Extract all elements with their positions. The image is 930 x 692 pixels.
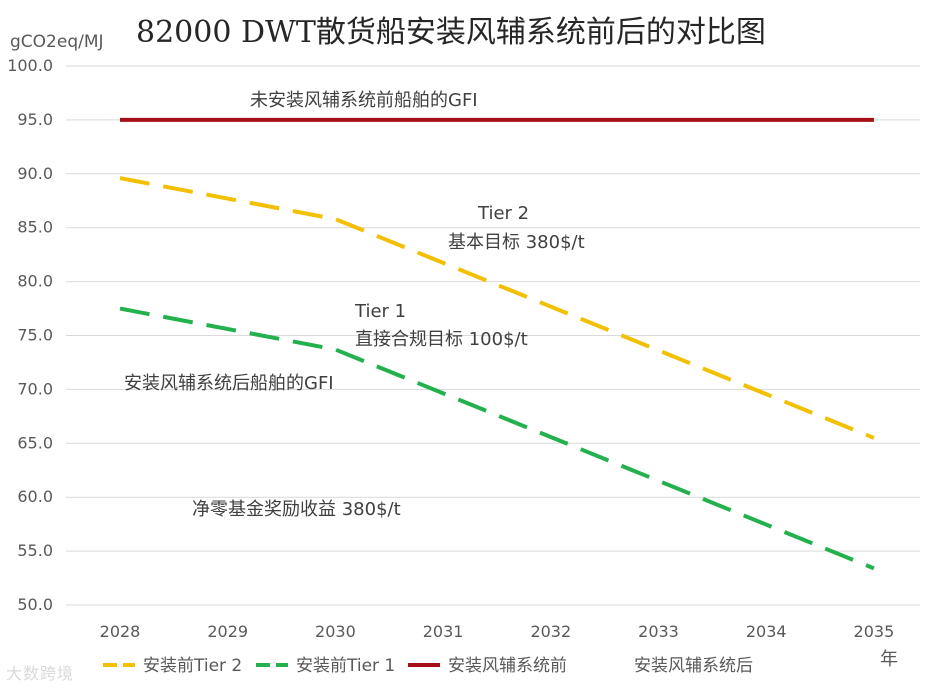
x-tick-label: 2034 — [746, 622, 787, 641]
x-tick-label: 2032 — [530, 622, 571, 641]
legend: 安装前Tier 2 安装前Tier 1 安装风辅系统前 安装风辅系统后 — [103, 656, 753, 676]
x-tick-label: 2035 — [854, 622, 895, 641]
y-tick-labels: 100.0 95.0 90.0 85.0 80.0 75.0 70.0 65.0 60.0 55.… — [7, 56, 53, 614]
legend-label-3: 安装风辅系统后 — [634, 656, 753, 676]
y-tick-label: 100.0 — [7, 56, 53, 75]
annotation-gfi-before: 未安装风辅系统前船舶的GFI — [250, 90, 478, 111]
annotations: 未安装风辅系统前船舶的GFI Tier 2 基本目标 380$/t Tier 1 直接合… — [124, 90, 585, 520]
y-tick-label: 75.0 — [17, 326, 53, 345]
y-tick-label: 95.0 — [17, 110, 53, 129]
watermark: 大数跨境 — [6, 664, 75, 683]
x-tick-labels: 2028 2029 2030 2031 2032 2033 2034 2035 — [100, 622, 895, 641]
y-tick-label: 90.0 — [17, 164, 53, 183]
annotation-tier1-name: Tier 1 — [354, 301, 406, 322]
x-axis-unit: 年 — [880, 649, 898, 670]
series-line-1 — [119, 306, 875, 571]
y-tick-label: 50.0 — [17, 595, 53, 614]
y-tick-label: 60.0 — [17, 487, 53, 506]
legend-label-2: 安装风辅系统前 — [448, 656, 567, 676]
y-tick-label: 70.0 — [17, 379, 53, 398]
x-tick-label: 2033 — [638, 622, 679, 641]
annotation-gfi-after: 安装风辅系统后船舶的GFI — [124, 373, 334, 394]
x-tick-label: 2028 — [100, 622, 141, 641]
annotation-reward: 净零基金奖励收益 380$/t — [192, 499, 401, 520]
chart-title: 82000 DWT散货船安装风辅系统前后的对比图 — [136, 15, 766, 50]
annotation-tier1-desc: 直接合规目标 100$/t — [355, 329, 528, 350]
y-axis-unit: gCO2eq/MJ — [10, 32, 104, 52]
legend-label-1: 安装前Tier 1 — [296, 656, 395, 676]
y-tick-label: 65.0 — [17, 433, 53, 452]
y-tick-label: 80.0 — [17, 272, 53, 291]
series-lines — [119, 117, 875, 571]
x-tick-label: 2031 — [423, 622, 464, 641]
x-tick-label: 2030 — [315, 622, 356, 641]
legend-label-0: 安装前Tier 2 — [143, 656, 242, 676]
y-tick-label: 55.0 — [17, 541, 53, 560]
annotation-tier2-name: Tier 2 — [477, 203, 529, 224]
x-tick-label: 2029 — [207, 622, 248, 641]
y-tick-label: 85.0 — [17, 218, 53, 237]
annotation-tier2-desc: 基本目标 380$/t — [448, 232, 585, 253]
series-line-0 — [119, 176, 875, 440]
